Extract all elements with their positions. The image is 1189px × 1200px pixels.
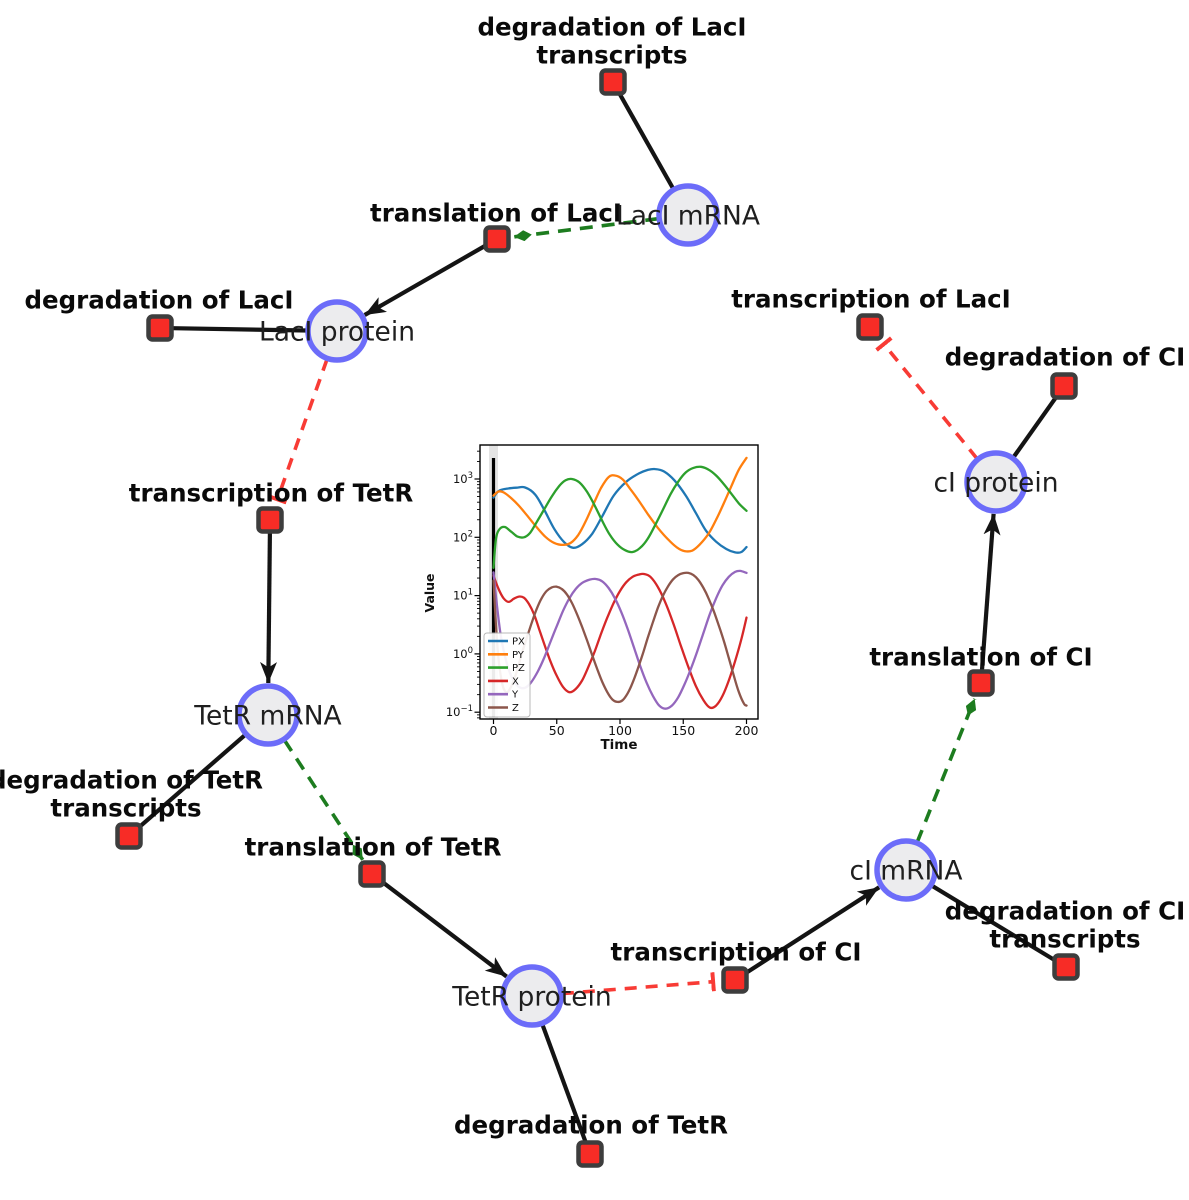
edge-consumption-laci-mrna--deg-laci-transcripts bbox=[617, 91, 676, 190]
edge-production-translation-tetr--tetr-protein bbox=[381, 880, 508, 979]
species-label-laci-protein: LacI protein bbox=[259, 317, 415, 348]
reaction-node-deg-laci[interactable] bbox=[146, 314, 174, 342]
legend-label-PY: PY bbox=[512, 650, 525, 661]
species-node-ci-mrna[interactable] bbox=[874, 838, 938, 902]
edge-consumption-tetr-protein--deg-tetr bbox=[540, 1023, 588, 1144]
reaction-node-translation-ci[interactable] bbox=[967, 669, 995, 697]
reaction-label-deg-laci-transcripts: transcripts bbox=[536, 41, 687, 70]
reaction-label-deg-tetr-transcripts: transcripts bbox=[50, 794, 201, 823]
reaction-label-deg-tetr: degradation of TetR bbox=[454, 1111, 728, 1140]
x-tick-label: 50 bbox=[549, 723, 565, 738]
x-tick-label: 0 bbox=[490, 723, 498, 738]
edge-production-transcription-ci--ci-mrna bbox=[744, 885, 881, 975]
simulation-plot: Time Value 0 50 100 150 200 103 102 101 100 10−1 P… bbox=[422, 444, 759, 753]
edge-modifier-tetr-mrna--translation-tetr bbox=[282, 739, 365, 861]
edge-consumption-ci-protein--deg-ci bbox=[1011, 394, 1059, 459]
reaction-label-deg-laci: degradation of LacI bbox=[24, 286, 293, 315]
reaction-node-translation-tetr[interactable] bbox=[358, 860, 386, 888]
x-axis-label: Time bbox=[600, 737, 637, 753]
species-node-ci-protein[interactable] bbox=[964, 450, 1028, 514]
edge-inhibition-laci-protein--transcription-tetr bbox=[267, 358, 329, 505]
edge-production-translation-laci--laci-protein bbox=[363, 243, 487, 317]
species-node-laci-protein[interactable] bbox=[305, 299, 369, 363]
legend-label-Y: Y bbox=[511, 690, 519, 701]
edge-inhibition-tetr-protein--transcription-ci bbox=[561, 972, 716, 996]
edge-modifier-ci-mrna--translation-ci bbox=[915, 698, 977, 843]
reaction-node-deg-tetr-transcripts[interactable] bbox=[115, 822, 143, 850]
species-label-tetr-mrna: TetR mRNA bbox=[193, 701, 341, 732]
x-tick-label: 200 bbox=[735, 723, 759, 738]
edge-consumption-ci-mrna--deg-ci-transcripts bbox=[930, 883, 1057, 963]
series-line-PZ bbox=[492, 465, 748, 569]
reaction-nodes bbox=[115, 68, 1080, 1168]
axis-ticks: 0 50 100 150 200 103 102 101 100 10−1 bbox=[446, 450, 759, 738]
species-node-tetr-protein[interactable] bbox=[500, 964, 564, 1028]
y-axis-label: Value bbox=[422, 573, 437, 612]
edges bbox=[137, 91, 1059, 1144]
reaction-node-transcription-laci[interactable] bbox=[856, 313, 884, 341]
species-label-ci-protein: cI protein bbox=[933, 468, 1058, 499]
reaction-node-translation-laci[interactable] bbox=[483, 225, 511, 253]
y-tick-label: 102 bbox=[453, 529, 473, 544]
species-node-tetr-mrna[interactable] bbox=[236, 683, 300, 747]
reaction-node-deg-ci[interactable] bbox=[1050, 372, 1078, 400]
reaction-node-deg-laci-transcripts[interactable] bbox=[599, 68, 627, 96]
reaction-label-transcription-tetr: transcription of TetR bbox=[129, 479, 414, 508]
legend-label-Z: Z bbox=[512, 703, 519, 714]
edge-consumption-tetr-mrna--deg-tetr-transcripts bbox=[137, 733, 247, 830]
legend-label-PX: PX bbox=[512, 637, 525, 648]
edge-production-transcription-tetr--tetr-mrna bbox=[260, 532, 278, 684]
species-node-laci-mrna[interactable] bbox=[656, 183, 720, 247]
reaction-label-deg-ci-transcripts: transcripts bbox=[989, 925, 1140, 954]
legend-label-X: X bbox=[512, 676, 519, 687]
y-tick-label: 10−1 bbox=[446, 704, 473, 719]
node-labels: degradation of LacItranscriptstranslatio… bbox=[0, 13, 1185, 1140]
reaction-label-deg-ci-transcripts: degradation of CI bbox=[945, 897, 1185, 926]
edge-production-translation-ci--ci-protein bbox=[979, 513, 1001, 671]
species-label-tetr-protein: TetR protein bbox=[451, 982, 611, 1013]
reaction-node-transcription-tetr[interactable] bbox=[256, 506, 284, 534]
reaction-node-deg-ci-transcripts[interactable] bbox=[1052, 953, 1080, 981]
edge-modifier-laci-mrna--translation-laci bbox=[513, 216, 659, 242]
series-line-X bbox=[492, 572, 748, 710]
series-line-PY bbox=[492, 456, 748, 553]
reaction-node-transcription-ci[interactable] bbox=[721, 966, 749, 994]
series-line-PX bbox=[492, 467, 748, 554]
x-tick-label: 100 bbox=[608, 723, 632, 738]
reaction-label-deg-tetr-transcripts: degradation of TetR bbox=[0, 766, 263, 795]
reaction-label-translation-tetr: translation of TetR bbox=[245, 833, 502, 862]
reaction-label-transcription-ci: transcription of CI bbox=[611, 938, 862, 967]
reaction-label-deg-ci: degradation of CI bbox=[945, 343, 1185, 372]
reaction-label-translation-laci: translation of LacI bbox=[370, 199, 622, 228]
reaction-label-transcription-laci: transcription of LacI bbox=[731, 285, 1011, 314]
x-tick-label: 150 bbox=[671, 723, 695, 738]
y-tick-label: 100 bbox=[453, 646, 473, 661]
y-tick-label: 101 bbox=[453, 588, 473, 603]
species-nodes bbox=[236, 183, 1028, 1028]
y-tick-label: 103 bbox=[453, 471, 473, 486]
edge-consumption-laci-protein--deg-laci bbox=[172, 326, 308, 333]
edge-inhibition-ci-protein--transcription-laci bbox=[875, 336, 979, 460]
species-label-ci-mrna: cI mRNA bbox=[850, 856, 963, 887]
species-label-laci-mrna: LacI mRNA bbox=[616, 201, 760, 232]
legend-label-PZ: PZ bbox=[512, 663, 525, 674]
reaction-label-deg-laci-transcripts: degradation of LacI bbox=[477, 13, 746, 42]
reaction-label-translation-ci: translation of CI bbox=[869, 643, 1092, 672]
legend: PX PY PZ XYZ bbox=[483, 632, 531, 718]
axes-box bbox=[479, 444, 759, 720]
reaction-node-deg-tetr[interactable] bbox=[576, 1140, 604, 1168]
